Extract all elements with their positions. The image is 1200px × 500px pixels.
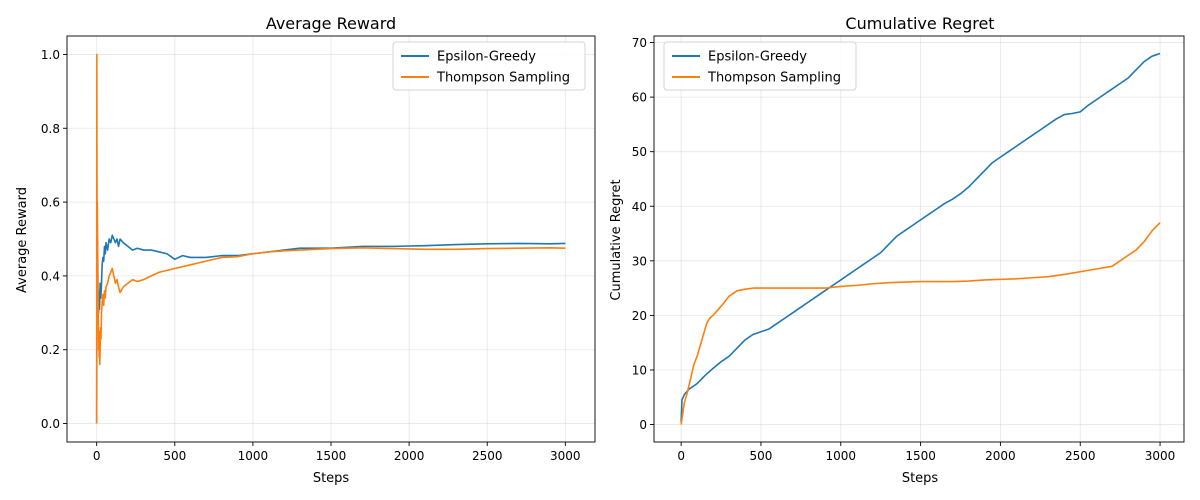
y-tick-label: 1.0 <box>41 48 60 62</box>
y-tick-label: 0.2 <box>41 343 60 357</box>
plot-frame <box>653 35 1185 443</box>
x-tick-label: 1500 <box>316 449 347 463</box>
chart-title: Average Reward <box>266 14 396 33</box>
x-axis-label: Steps <box>902 471 939 486</box>
legend: Epsilon-Greedy Thompson Sampling <box>392 41 586 91</box>
y-tick-label: 10 <box>632 363 647 377</box>
series-line-epsilon-greedy <box>680 52 1161 422</box>
y-tick-label: 30 <box>632 254 647 268</box>
y-axis-label: Average Reward <box>15 187 30 293</box>
legend-box <box>663 41 857 91</box>
y-tick-label: 0.0 <box>41 417 60 431</box>
y-tick-label: 50 <box>632 145 647 159</box>
x-tick-label: 500 <box>163 449 186 463</box>
x-tick-label: 2000 <box>985 449 1016 463</box>
legend-label: Epsilon-Greedy <box>708 50 807 65</box>
x-tick-label: 3000 <box>1145 449 1176 463</box>
series-line-thompson-sampling <box>95 53 566 424</box>
x-axis-label: Steps <box>313 471 350 486</box>
y-tick-label: 40 <box>632 200 647 214</box>
x-tick-label: 2500 <box>472 449 503 463</box>
series-line-thompson-sampling <box>680 222 1161 425</box>
legend-box <box>392 41 586 91</box>
y-tick-label: 70 <box>632 36 647 50</box>
x-tick-label: 1000 <box>238 449 269 463</box>
x-tick-label: 3000 <box>550 449 581 463</box>
legend-label: Epsilon-Greedy <box>437 50 536 65</box>
y-tick-label: 0.8 <box>41 122 60 136</box>
x-tick-label: 2500 <box>1065 449 1096 463</box>
x-tick-label: 0 <box>677 449 685 463</box>
x-tick-label: 1000 <box>826 449 857 463</box>
average-reward-panel: Average Reward Steps Average Reward 0 500… <box>15 14 596 486</box>
legend-label: Thompson Sampling <box>436 71 570 86</box>
x-tick-label: 0 <box>93 449 101 463</box>
x-tick-label: 500 <box>750 449 773 463</box>
y-tick-label: 0.6 <box>41 196 60 210</box>
y-tick-label: 60 <box>632 91 647 105</box>
legend-label: Thompson Sampling <box>707 71 841 86</box>
y-tick-label: 0.4 <box>41 269 60 283</box>
chart-title: Cumulative Regret <box>845 14 994 33</box>
y-tick-label: 20 <box>632 309 647 323</box>
y-axis-label: Cumulative Regret <box>609 179 624 300</box>
legend: Epsilon-Greedy Thompson Sampling <box>663 41 857 91</box>
x-tick-label: 2000 <box>394 449 425 463</box>
series-line-epsilon-greedy <box>95 234 566 424</box>
y-tick-label: 0 <box>639 418 647 432</box>
x-tick-label: 1500 <box>905 449 936 463</box>
cumulative-regret-panel: Cumulative Regret Steps Cumulative Regre… <box>609 14 1185 486</box>
